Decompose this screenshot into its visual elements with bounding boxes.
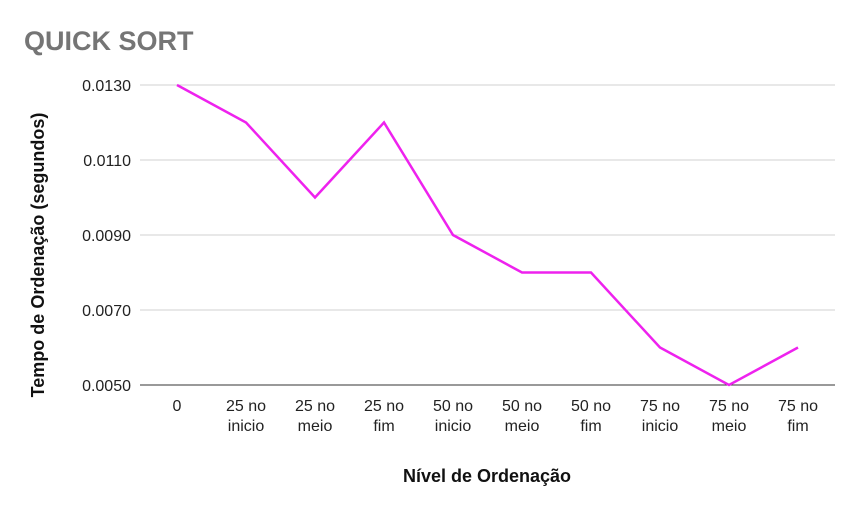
y-axis-ticks: 0.0050 0.0070 0.0090 0.0110 0.0130: [82, 78, 131, 395]
x-tick-label: 25 no fim: [364, 398, 404, 435]
chart-title: QUICK SORT: [24, 26, 194, 56]
y-tick-label: 0.0110: [83, 153, 131, 170]
x-tick-label: 0: [173, 398, 182, 415]
series-line: [176, 83, 799, 387]
x-tick-label: 75 no meio: [709, 398, 749, 435]
x-axis-label: Nível de Ordenação: [403, 466, 571, 486]
x-tick-label: 75 no fim: [778, 398, 818, 435]
x-tick-label: 50 no inicio: [433, 398, 473, 435]
y-tick-label: 0.0090: [82, 228, 131, 245]
y-tick-label: 0.0130: [82, 78, 131, 95]
x-tick-label: 25 no meio: [295, 398, 335, 435]
x-axis-ticks: 0 25 no inicio 25 no meio 25 no fim 50 no inicio…: [173, 398, 819, 435]
x-tick-label: 50 no meio: [502, 398, 542, 435]
x-tick-label: 75 no inicio: [640, 398, 680, 435]
y-tick-label: 0.0050: [82, 378, 131, 395]
x-tick-label: 25 no inicio: [226, 398, 266, 435]
x-tick-label: 50 no fim: [571, 398, 611, 435]
y-axis-label: Tempo de Ordenação (segundos): [28, 113, 48, 398]
gridlines: [140, 84, 835, 386]
y-tick-label: 0.0070: [82, 303, 131, 320]
series-layer: [176, 83, 799, 387]
